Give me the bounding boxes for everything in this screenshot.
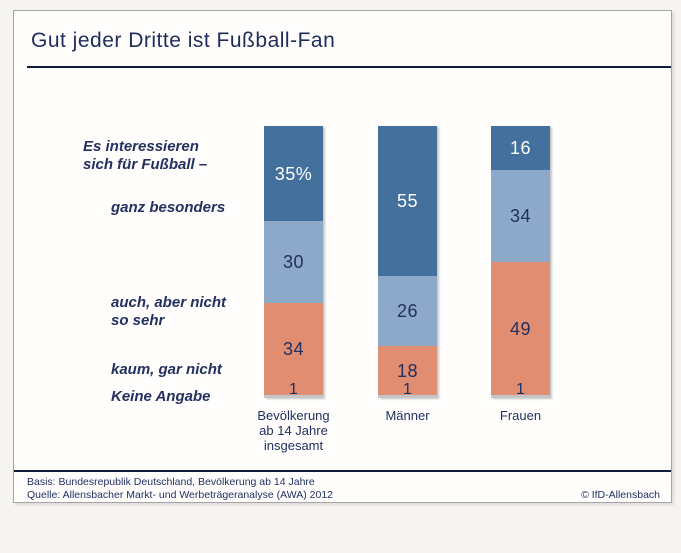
bar-segment: [491, 395, 550, 398]
series-label-auch-aber-nicht: auch, aber nicht so sehr: [111, 294, 226, 330]
series-label-auch-line1: auch, aber nicht: [111, 294, 227, 311]
bar-segment: 26: [378, 275, 437, 347]
footer-quelle: Quelle: Allensbacher Markt- und Werbeträ…: [27, 489, 334, 501]
segment-value-label: 16: [509, 137, 532, 158]
axis-category-line: Männer: [385, 408, 430, 423]
series-label-kaum-gar-nicht: kaum, gar nicht: [111, 361, 222, 378]
segment-value-label: 49: [509, 318, 532, 339]
axis-category-label: Frauen: [451, 408, 591, 423]
bar-segment: [264, 395, 323, 398]
axis-category-line: ab 14 Jahre: [259, 423, 328, 438]
axis-category-label: Bevölkerung ab 14 Jahre insgesamt: [224, 408, 364, 453]
segment-value-label: 30: [282, 251, 305, 272]
bar-segment: 35%: [264, 126, 323, 222]
segment-value-label: 34: [509, 205, 532, 226]
chart-intro-line2: sich für Fußball –: [83, 156, 208, 173]
segment-value-label: 35%: [274, 163, 313, 184]
segment-value-label: 55: [396, 190, 419, 211]
bar-segment: 34: [264, 302, 323, 396]
axis-category-label: Männer: [338, 408, 478, 423]
axis-category-line: Frauen: [499, 408, 542, 423]
footer-copyright: © IfD-Allensbach: [581, 489, 660, 501]
segment-value-label: 1: [516, 381, 525, 398]
segment-value-label: 26: [396, 300, 419, 321]
stacked-bar-2: 55 26 18 1: [378, 126, 437, 398]
segment-value-label: 1: [289, 381, 298, 398]
bar-segment: [378, 395, 437, 398]
bar-segment: 30: [264, 221, 323, 303]
footer-basis: Basis: Bundesrepublik Deutschland, Bevöl…: [27, 476, 315, 488]
axis-category-line: Bevölkerung: [257, 408, 330, 423]
footer-divider: [14, 470, 671, 472]
bar-segment: 55: [378, 126, 437, 276]
series-label-keine-angabe: Keine Angabe: [111, 388, 211, 405]
axis-category-line: insgesamt: [263, 438, 324, 453]
title-underline: [27, 66, 671, 68]
chart-intro-line1: Es interessieren: [83, 138, 199, 155]
stacked-bar-3: 16 34 49 1: [491, 126, 550, 398]
series-label-auch-line2: so sehr: [111, 312, 165, 329]
bar-segment: 34: [491, 169, 550, 262]
bar-segment: 18: [378, 346, 437, 396]
segment-value-label: 18: [396, 360, 419, 381]
page-title: Gut jeder Dritte ist Fußball-Fan: [31, 29, 336, 52]
series-label-ganz-besonders: ganz besonders: [111, 199, 226, 216]
stacked-bar-chart: 35% 30 34 1 Bevölkerung ab 14 Jahre insgesamt 5…: [14, 11, 671, 502]
stacked-bar-1: 35% 30 34 1: [264, 126, 323, 398]
bar-segment: 49: [491, 261, 550, 396]
segment-value-label: 1: [403, 381, 412, 398]
bar-segment: 16: [491, 126, 550, 170]
chart-intro-label: Es interessieren sich für Fußball –: [83, 138, 207, 174]
segment-value-label: 34: [282, 339, 305, 360]
chart-card: Gut jeder Dritte ist Fußball-Fan Es inte…: [13, 10, 672, 503]
